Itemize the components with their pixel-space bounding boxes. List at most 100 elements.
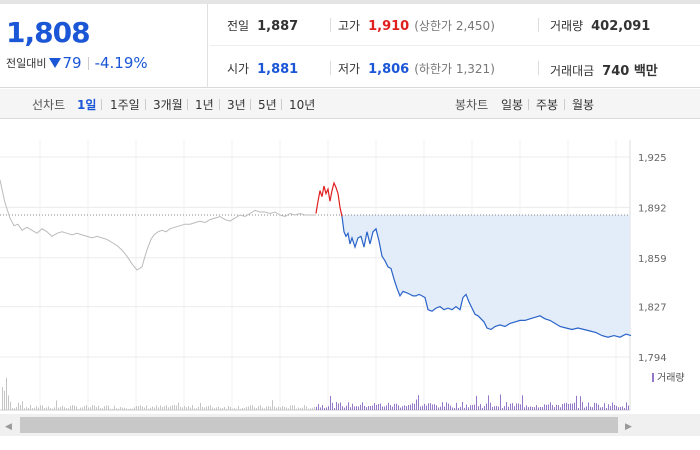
- volume-bar: [8, 395, 9, 410]
- volume-bar: [290, 405, 291, 410]
- stat-amount: 거래대금 740 백만: [550, 60, 658, 79]
- volume-bar: [312, 407, 313, 410]
- volume-bar: [36, 405, 37, 410]
- period-3m[interactable]: 3개월: [153, 98, 183, 112]
- volume-bar: [500, 394, 501, 410]
- upper-limit: (상한가 2,450): [414, 19, 495, 33]
- volume-bar: [24, 408, 25, 410]
- volume-bar: [210, 405, 211, 410]
- volume-bar: [348, 402, 349, 410]
- volume-bar: [34, 407, 35, 410]
- volume-bar: [386, 405, 387, 410]
- volume-bar: [56, 400, 57, 410]
- volume-bar: [482, 407, 483, 410]
- volume-bar: [20, 405, 21, 410]
- volume-bar: [376, 404, 377, 410]
- volume-bar: [58, 407, 59, 410]
- candle-daily[interactable]: 일봉: [501, 98, 524, 112]
- scroll-left-icon[interactable]: ◀: [5, 422, 12, 432]
- stat-divider: [330, 18, 331, 32]
- volume-bar: [464, 407, 465, 410]
- period-1w[interactable]: 1주일: [110, 98, 140, 112]
- volume-bar: [274, 406, 275, 410]
- volume-bar: [248, 406, 249, 410]
- volume-bar: [14, 408, 15, 410]
- volume-bar: [198, 406, 199, 410]
- y-tick-label: 1,859: [638, 254, 667, 265]
- today-price-line-below: [341, 216, 632, 338]
- volume-bar: [548, 404, 549, 410]
- volume-bar: [292, 405, 293, 410]
- volume-bar: [208, 406, 209, 410]
- volume-bar: [362, 402, 363, 410]
- stat-divider: [538, 18, 539, 32]
- volume-bar: [182, 407, 183, 410]
- volume-bar: [488, 395, 489, 410]
- volume-bar: [396, 403, 397, 410]
- scroll-right-icon[interactable]: ▶: [625, 422, 632, 432]
- volume-bar: [498, 406, 499, 410]
- volume-bar: [10, 401, 11, 410]
- candle-chart-label: 봉차트: [455, 98, 489, 112]
- prev-close-label: 전일: [227, 19, 250, 33]
- volume-bar: [452, 407, 453, 410]
- volume-bar: [196, 408, 197, 410]
- volume-bar: [262, 407, 263, 410]
- volume-bar: [252, 405, 253, 410]
- volume-bar: [48, 406, 49, 410]
- volume-bar: [506, 402, 507, 410]
- volume-bar: [66, 408, 67, 410]
- volume-bar: [320, 407, 321, 410]
- period-5y[interactable]: 5년: [258, 98, 277, 112]
- volume-bar: [584, 407, 585, 410]
- change-rate: -4.19%: [94, 54, 148, 72]
- volume-bar: [200, 402, 201, 410]
- volume-bar: [176, 405, 177, 410]
- period-1y[interactable]: 1년: [195, 98, 214, 112]
- volume-bar: [74, 405, 75, 410]
- volume-bar: [340, 402, 341, 410]
- volume-bar: [430, 403, 431, 410]
- volume-bar: [172, 405, 173, 410]
- volume-bar: [64, 407, 65, 410]
- volume-bar: [400, 407, 401, 410]
- volume-bar: [526, 405, 527, 410]
- volume-bar: [230, 406, 231, 410]
- volume-bar: [358, 406, 359, 410]
- volume-bar: [134, 407, 135, 410]
- scrollbar-thumb[interactable]: [20, 417, 618, 433]
- volume-bar: [520, 404, 521, 410]
- volume-bar: [484, 406, 485, 410]
- volume-bar: [114, 405, 115, 410]
- volume-bar: [120, 407, 121, 410]
- volume-bar: [40, 405, 41, 410]
- volume-bar: [54, 407, 55, 410]
- volume-bar: [532, 407, 533, 410]
- period-1d[interactable]: 1일: [77, 98, 97, 112]
- volume-bar: [126, 408, 127, 410]
- high-value: 1,910: [368, 19, 410, 34]
- volume-bar: [564, 403, 565, 410]
- volume-bar: [420, 406, 421, 410]
- volume-bar: [352, 403, 353, 410]
- volume-bar: [72, 405, 73, 410]
- volume-bar: [296, 408, 297, 410]
- volume-bar: [556, 404, 557, 410]
- period-10y[interactable]: 10년: [289, 98, 316, 112]
- volume-bar: [100, 407, 101, 410]
- period-divider: [281, 99, 282, 110]
- volume-bar: [450, 405, 451, 410]
- volume-bar: [382, 406, 383, 410]
- volume-bar: [552, 404, 553, 410]
- current-price: 1,808: [6, 16, 91, 49]
- candle-monthly[interactable]: 월봉: [572, 98, 595, 112]
- chart-scrollbar[interactable]: ◀ ▶: [0, 414, 700, 436]
- period-3y[interactable]: 3년: [227, 98, 246, 112]
- volume-bar: [82, 407, 83, 410]
- volume-bar: [4, 390, 5, 410]
- volume-bar: [32, 408, 33, 410]
- candle-weekly[interactable]: 주봉: [536, 98, 559, 112]
- volume-bar: [438, 407, 439, 410]
- volume-bar: [184, 405, 185, 410]
- price-chart[interactable]: 1,925 1,892 1,859 1,827 1,794 거래량 ◀ ▶: [0, 120, 700, 450]
